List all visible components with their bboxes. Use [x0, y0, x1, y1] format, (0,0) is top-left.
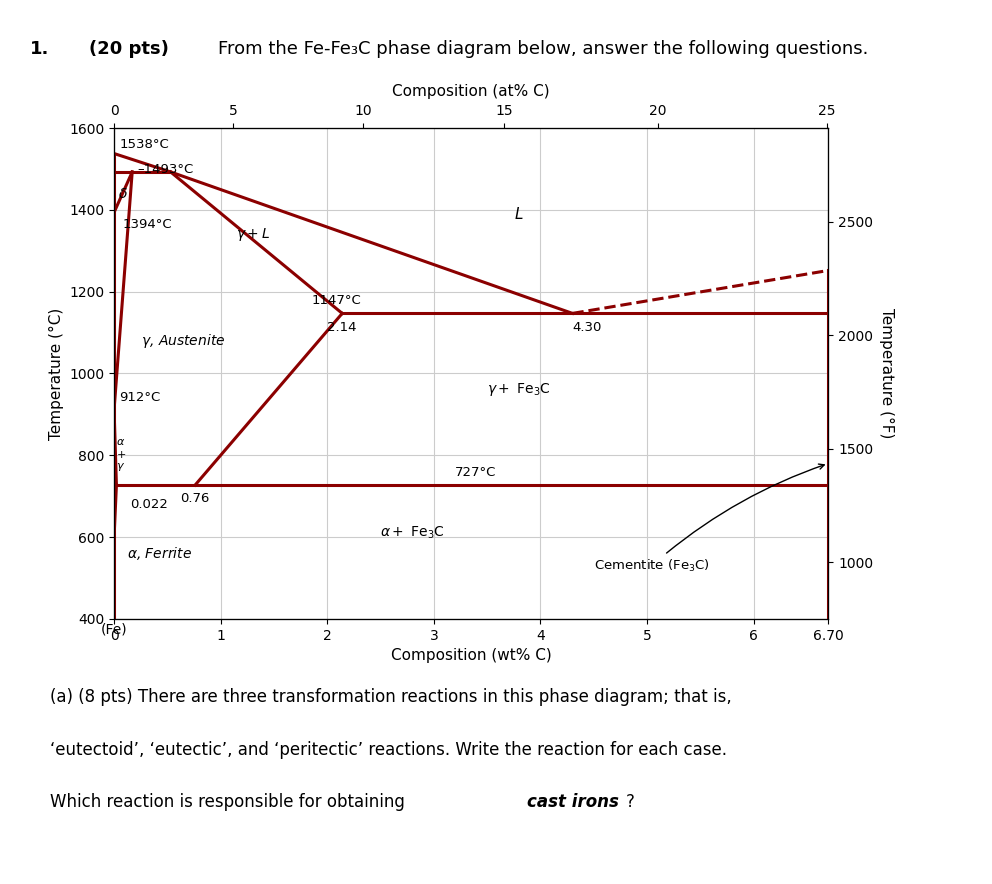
Text: $\alpha+$ Fe$_3$C: $\alpha+$ Fe$_3$C	[380, 525, 445, 541]
Text: 1394°C: 1394°C	[123, 218, 173, 231]
Text: 2.14: 2.14	[327, 321, 357, 334]
X-axis label: Composition (at% C): Composition (at% C)	[393, 84, 550, 99]
Text: Which reaction is responsible for obtaining: Which reaction is responsible for obtain…	[50, 793, 410, 812]
Y-axis label: Temperature (°F): Temperature (°F)	[879, 309, 894, 438]
Text: (20 pts): (20 pts)	[89, 40, 170, 57]
Text: $\gamma+L$: $\gamma+L$	[235, 226, 270, 243]
Text: $\alpha$, Ferrite: $\alpha$, Ferrite	[127, 545, 192, 562]
Text: 0.76: 0.76	[181, 492, 209, 505]
Text: Cementite (Fe$_3$C): Cementite (Fe$_3$C)	[594, 464, 824, 574]
Text: ?: ?	[626, 793, 635, 812]
Text: –1493°C: –1493°C	[138, 163, 193, 176]
Text: 0.022: 0.022	[130, 499, 168, 511]
Text: (a) (8 pts) There are three transformation reactions in this phase diagram; that: (a) (8 pts) There are three transformati…	[50, 689, 731, 706]
Y-axis label: Temperature (°C): Temperature (°C)	[49, 308, 63, 439]
Text: 1538°C: 1538°C	[119, 138, 170, 150]
Text: $L$: $L$	[515, 206, 524, 222]
X-axis label: Composition (wt% C): Composition (wt% C)	[391, 648, 552, 663]
Text: $\alpha$
$+$
$\gamma$: $\alpha$ $+$ $\gamma$	[116, 437, 126, 474]
Text: 1.: 1.	[30, 40, 50, 57]
Text: 4.30: 4.30	[572, 321, 602, 334]
Text: (Fe): (Fe)	[101, 623, 127, 636]
Text: cast irons: cast irons	[527, 793, 619, 812]
Text: $\gamma$, Austenite: $\gamma$, Austenite	[141, 332, 225, 350]
Text: ‘eutectoid’, ‘eutectic’, and ‘peritectic’ reactions. Write the reaction for each: ‘eutectoid’, ‘eutectic’, and ‘peritectic…	[50, 741, 726, 758]
Text: $\delta$: $\delta$	[118, 187, 128, 201]
Text: 1147°C: 1147°C	[311, 294, 361, 308]
Text: From the Fe-Fe₃C phase diagram below, answer the following questions.: From the Fe-Fe₃C phase diagram below, an…	[218, 40, 869, 57]
Text: 727°C: 727°C	[455, 466, 497, 479]
Text: 912°C: 912°C	[119, 391, 161, 404]
Text: $\gamma+$ Fe$_3$C: $\gamma+$ Fe$_3$C	[487, 381, 552, 399]
